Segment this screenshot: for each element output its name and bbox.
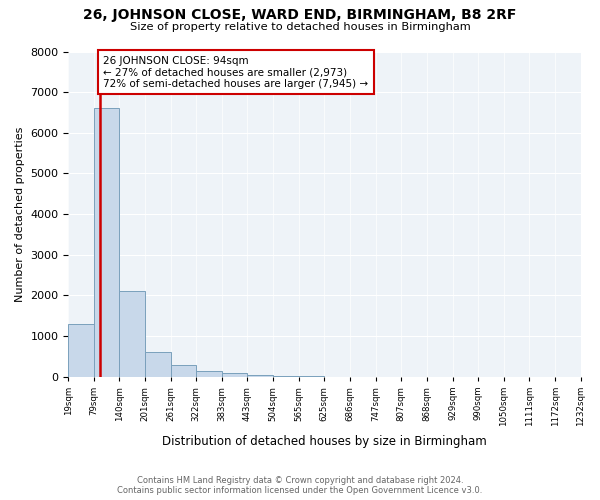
Text: Size of property relative to detached houses in Birmingham: Size of property relative to detached ho… bbox=[130, 22, 470, 32]
Bar bbox=[247, 374, 273, 377]
Bar bbox=[222, 372, 247, 377]
Text: 26, JOHNSON CLOSE, WARD END, BIRMINGHAM, B8 2RF: 26, JOHNSON CLOSE, WARD END, BIRMINGHAM,… bbox=[83, 8, 517, 22]
Bar bbox=[170, 364, 196, 377]
Text: 26 JOHNSON CLOSE: 94sqm
← 27% of detached houses are smaller (2,973)
72% of semi: 26 JOHNSON CLOSE: 94sqm ← 27% of detache… bbox=[103, 56, 368, 89]
Bar bbox=[94, 108, 119, 377]
Bar bbox=[273, 376, 299, 377]
X-axis label: Distribution of detached houses by size in Birmingham: Distribution of detached houses by size … bbox=[162, 434, 487, 448]
Bar bbox=[196, 370, 222, 377]
Y-axis label: Number of detached properties: Number of detached properties bbox=[15, 126, 25, 302]
Text: Contains HM Land Registry data © Crown copyright and database right 2024.
Contai: Contains HM Land Registry data © Crown c… bbox=[118, 476, 482, 495]
Bar bbox=[145, 352, 170, 377]
Bar bbox=[68, 324, 94, 377]
Bar bbox=[119, 292, 145, 377]
